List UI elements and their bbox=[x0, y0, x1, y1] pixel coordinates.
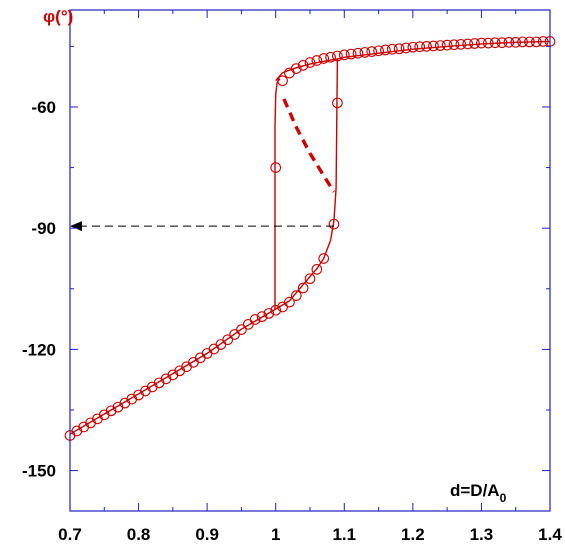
data-point bbox=[318, 53, 330, 64]
data-point bbox=[524, 36, 535, 48]
series-line bbox=[274, 78, 281, 309]
plot-frame bbox=[69, 9, 551, 512]
data-point bbox=[297, 282, 309, 294]
data-point bbox=[332, 50, 343, 62]
data-point bbox=[380, 44, 391, 56]
chart-marks bbox=[64, 36, 556, 441]
data-point bbox=[249, 314, 261, 325]
data-point bbox=[290, 290, 302, 302]
data-point bbox=[366, 46, 378, 57]
data-point bbox=[270, 162, 282, 173]
data-point bbox=[290, 63, 302, 74]
data-point bbox=[311, 55, 323, 66]
data-point bbox=[489, 37, 501, 49]
x-tick-label: 1.4 bbox=[538, 525, 562, 544]
data-point bbox=[304, 57, 316, 68]
data-point bbox=[284, 296, 295, 308]
data-point bbox=[400, 42, 412, 54]
data-point bbox=[462, 38, 474, 50]
data-point bbox=[414, 41, 426, 53]
x-axis-label: d=D/A0 bbox=[450, 481, 507, 505]
data-point bbox=[263, 308, 275, 319]
data-point bbox=[476, 37, 487, 49]
data-point bbox=[242, 318, 254, 330]
data-point bbox=[311, 264, 323, 275]
data-point bbox=[318, 253, 330, 264]
data-point bbox=[277, 75, 288, 87]
x-tick-label: 1.1 bbox=[332, 525, 356, 544]
series-line bbox=[69, 58, 339, 435]
data-point bbox=[256, 311, 268, 323]
data-point bbox=[537, 36, 549, 47]
data-point bbox=[328, 218, 340, 230]
data-point bbox=[421, 41, 432, 52]
x-tick-label: 0.9 bbox=[195, 525, 219, 544]
x-tick-label: 1.2 bbox=[401, 525, 425, 544]
y-axis-label: φ(°) bbox=[43, 7, 73, 26]
data-point bbox=[270, 304, 282, 316]
data-point bbox=[530, 36, 542, 48]
data-point bbox=[503, 36, 515, 48]
data-point bbox=[407, 41, 419, 53]
data-point bbox=[359, 47, 371, 58]
y-tick-label: -150 bbox=[22, 462, 56, 481]
data-point bbox=[345, 48, 357, 60]
x-axis-label-main: d=D/A bbox=[450, 481, 500, 500]
data-point bbox=[297, 60, 309, 71]
x-tick-label: 1 bbox=[271, 525, 280, 544]
data-point bbox=[188, 356, 199, 368]
data-point bbox=[325, 51, 336, 63]
data-point bbox=[332, 97, 343, 109]
data-point bbox=[510, 36, 522, 48]
tick-labels: 0.7 0.8 0.9 1 1.1 1.2 1.3 1.4 -60 -90 -120 -150 bbox=[22, 98, 562, 544]
data-point bbox=[352, 47, 364, 59]
y-tick-label: -120 bbox=[22, 340, 56, 359]
data-point bbox=[455, 38, 467, 50]
x-tick-label: 0.8 bbox=[127, 525, 151, 544]
data-point bbox=[496, 37, 508, 49]
series-line bbox=[275, 40, 551, 82]
x-tick-label: 1.3 bbox=[470, 525, 494, 544]
data-point bbox=[517, 36, 528, 48]
data-point bbox=[236, 324, 247, 335]
x-tick-label: 0.7 bbox=[58, 525, 82, 544]
data-point bbox=[105, 405, 117, 417]
x-axis-label-subscript: 0 bbox=[500, 491, 507, 505]
data-point bbox=[469, 38, 480, 49]
data-point bbox=[222, 334, 234, 346]
y-tick-label: -90 bbox=[31, 219, 56, 238]
data-point bbox=[482, 37, 494, 49]
data-point bbox=[373, 45, 384, 57]
data-point bbox=[338, 49, 350, 61]
y-tick-label: -60 bbox=[31, 98, 56, 117]
data-point bbox=[428, 40, 439, 52]
data-point bbox=[386, 43, 398, 55]
arrow-head bbox=[70, 221, 82, 232]
data-point bbox=[434, 40, 446, 51]
data-point bbox=[393, 43, 405, 55]
unstable-branch-line bbox=[282, 98, 336, 193]
axis-ticks bbox=[69, 10, 551, 511]
data-point bbox=[304, 273, 316, 285]
data-point bbox=[441, 39, 453, 51]
data-point bbox=[448, 39, 460, 51]
